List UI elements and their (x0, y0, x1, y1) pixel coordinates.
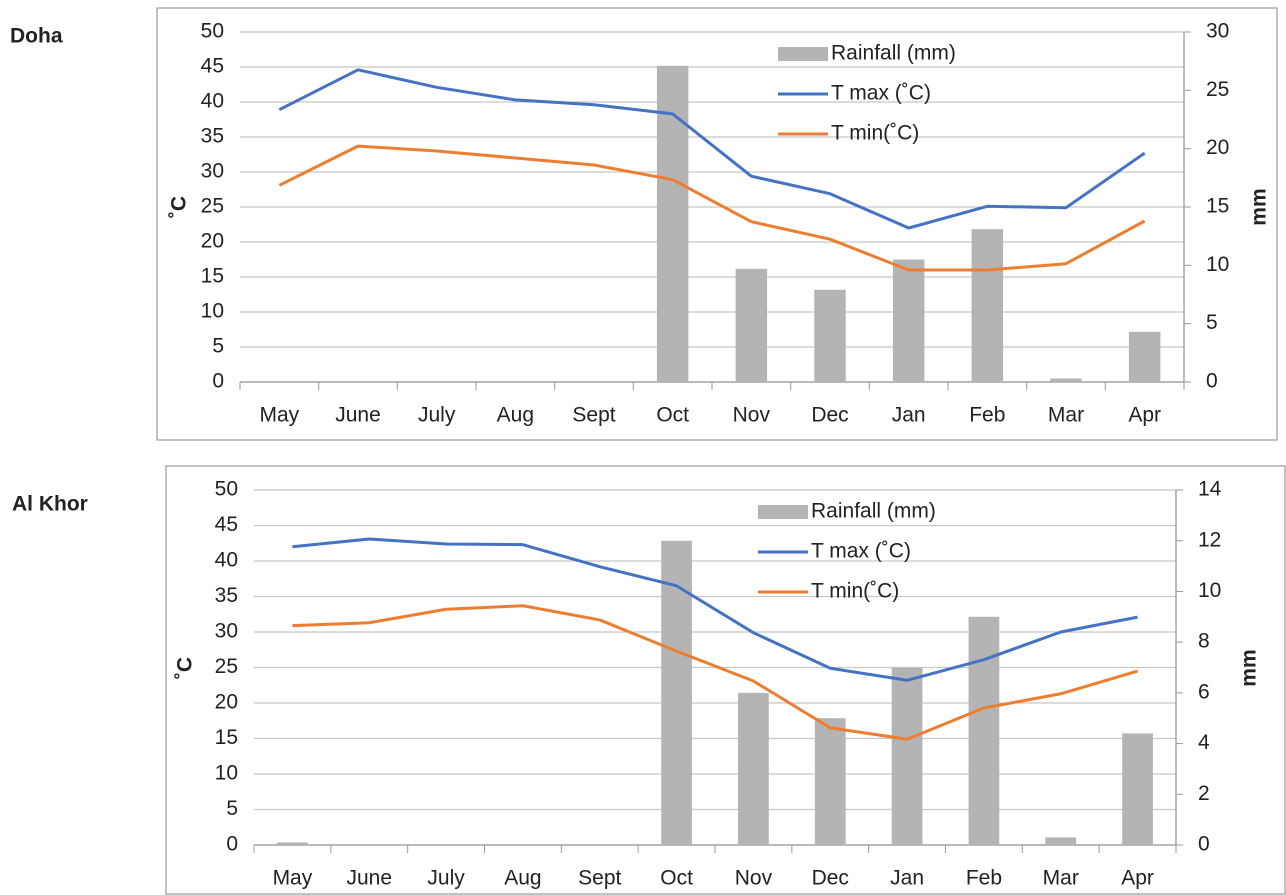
x-tick-label: Mar (1048, 404, 1084, 427)
y2-tick-label: 14 (1198, 478, 1222, 501)
y2-tick-label: 15 (1206, 195, 1229, 218)
y-tick-label: 10 (201, 300, 224, 323)
x-tick-label: July (418, 404, 456, 427)
y-tick-label: 40 (201, 90, 224, 113)
bar (814, 289, 846, 382)
y-tick-label: 15 (215, 726, 238, 749)
x-tick-label: July (427, 867, 465, 890)
y-tick-label: 50 (215, 478, 238, 501)
y2-tick-label: 20 (1206, 136, 1229, 159)
x-tick-label: Aug (497, 404, 534, 427)
y-tick-label: 0 (226, 833, 238, 856)
x-tick-label: June (346, 867, 392, 890)
x-tick-label: Sept (578, 867, 621, 890)
x-tick-label: Dec (811, 404, 848, 427)
x-tick-label: Mar (1043, 867, 1079, 890)
y2-tick-label: 5 (1206, 311, 1218, 334)
y-tick-label: 20 (215, 691, 238, 714)
y-tick-label: 25 (201, 195, 224, 218)
legend-swatch (758, 505, 808, 519)
chart-frame (156, 7, 1278, 441)
line (292, 604, 1139, 741)
y-tick-label: 45 (201, 55, 224, 78)
y2-tick-label: 8 (1198, 630, 1210, 653)
y2-tick-label: 2 (1198, 782, 1210, 805)
x-tick-label: Feb (966, 867, 1002, 890)
y2-tick-label: 6 (1198, 680, 1210, 703)
y-tick-label: 30 (201, 160, 224, 183)
bar (656, 65, 689, 382)
y-tick-label: 20 (201, 230, 224, 253)
chart-title: Doha (10, 25, 63, 48)
x-tick-label: Nov (733, 404, 771, 427)
x-tick-label: May (273, 867, 313, 890)
bar (735, 268, 768, 382)
bar (891, 667, 923, 845)
x-tick-label: Sept (572, 404, 615, 427)
y-tick-label: 10 (215, 762, 238, 785)
y-tick-label: 0 (212, 370, 224, 393)
y2-tick-label: 30 (1206, 20, 1229, 43)
y-tick-label: 50 (201, 20, 224, 43)
y-tick-label: 35 (201, 125, 224, 148)
x-tick-label: Apr (1128, 404, 1161, 427)
line (292, 537, 1138, 682)
y-tick-label: 25 (215, 655, 238, 678)
x-tick-label: Oct (656, 404, 689, 427)
bar (1122, 733, 1153, 845)
x-tick-label: Apr (1121, 867, 1154, 890)
bar (892, 259, 925, 382)
x-tick-label: Feb (969, 404, 1005, 427)
y-tick-label: 40 (215, 549, 238, 572)
line (278, 144, 1146, 272)
bar (1128, 331, 1161, 382)
bar (1045, 837, 1077, 845)
y2-axis-label: mm (1248, 188, 1271, 225)
bar (968, 616, 1000, 845)
y-axis-label: ˚C (168, 196, 191, 218)
y2-tick-label: 10 (1206, 253, 1229, 276)
y2-tick-label: 10 (1198, 579, 1221, 602)
bar (277, 842, 308, 845)
legend-label: T max (˚C) (811, 540, 911, 563)
y-tick-label: 30 (215, 620, 238, 643)
y2-tick-label: 12 (1198, 528, 1221, 551)
bar (738, 692, 769, 845)
chart-frame (165, 465, 1286, 895)
y-tick-label: 15 (201, 265, 224, 288)
bar (971, 229, 1004, 382)
legend-label: T min(˚C) (831, 122, 919, 145)
bar (814, 718, 846, 845)
y-tick-label: 5 (226, 797, 238, 820)
x-tick-label: Nov (735, 867, 773, 890)
y2-tick-label: 0 (1206, 370, 1218, 393)
legend-label: Rainfall (mm) (831, 42, 956, 65)
x-tick-label: May (259, 404, 299, 427)
y2-tick-label: 4 (1198, 731, 1210, 754)
chart-title: Al Khor (12, 493, 88, 516)
x-tick-label: Aug (504, 867, 541, 890)
x-tick-label: Oct (660, 867, 693, 890)
x-tick-label: Dec (812, 867, 849, 890)
y-tick-label: 35 (215, 584, 238, 607)
legend-label: T min(˚C) (811, 580, 899, 603)
x-tick-label: Jan (892, 404, 926, 427)
y2-tick-label: 0 (1198, 833, 1210, 856)
y-tick-label: 45 (215, 513, 238, 536)
y-axis-label: ˚C (174, 657, 197, 679)
bar (1050, 378, 1082, 382)
legend-label: T max (˚C) (831, 82, 931, 105)
line (278, 68, 1146, 230)
y-tick-label: 5 (212, 335, 224, 358)
y2-axis-label: mm (1238, 649, 1261, 686)
y2-tick-label: 25 (1206, 78, 1229, 101)
x-tick-label: Jan (890, 867, 924, 890)
x-tick-label: June (335, 404, 381, 427)
legend-swatch (778, 47, 828, 61)
legend-label: Rainfall (mm) (811, 500, 936, 523)
